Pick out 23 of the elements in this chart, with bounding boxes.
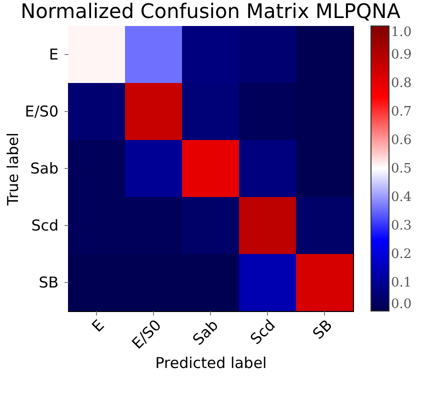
color-bar-label: 0.1	[391, 276, 412, 290]
color-bar-label: 0.9	[391, 48, 412, 62]
y-tick-label: E/S0	[24, 102, 58, 120]
x-tick-label: Scd	[246, 316, 279, 348]
x-tick-label: E	[88, 316, 108, 336]
color-bar-label: 0.8	[391, 76, 412, 91]
x-tick-label: Sab	[189, 316, 222, 349]
chart-title: Normalized Confusion Matrix MLPQNA	[20, 0, 401, 23]
color-bar-label: 0.0	[391, 297, 412, 312]
y-axis-title: True label	[4, 132, 22, 206]
x-axis-title: Predicted label	[155, 354, 267, 372]
y-tick-label: Scd	[31, 216, 58, 234]
y-tick-label: E	[49, 46, 58, 64]
color-bar-label: 0.7	[391, 104, 412, 120]
color-bar-label: 0.3	[391, 218, 412, 234]
color-bar-label: 0.2	[391, 247, 412, 262]
color-bar-label: 0.5	[391, 162, 412, 176]
color-bar-label: 0.6	[391, 133, 412, 148]
x-tick-label: SB	[309, 316, 336, 343]
color-bar-label: 0.4	[391, 190, 412, 205]
y-tick-label: SB	[38, 274, 58, 292]
color-bar-label: 1.0	[391, 25, 412, 40]
y-tick-label: Sab	[30, 160, 58, 178]
